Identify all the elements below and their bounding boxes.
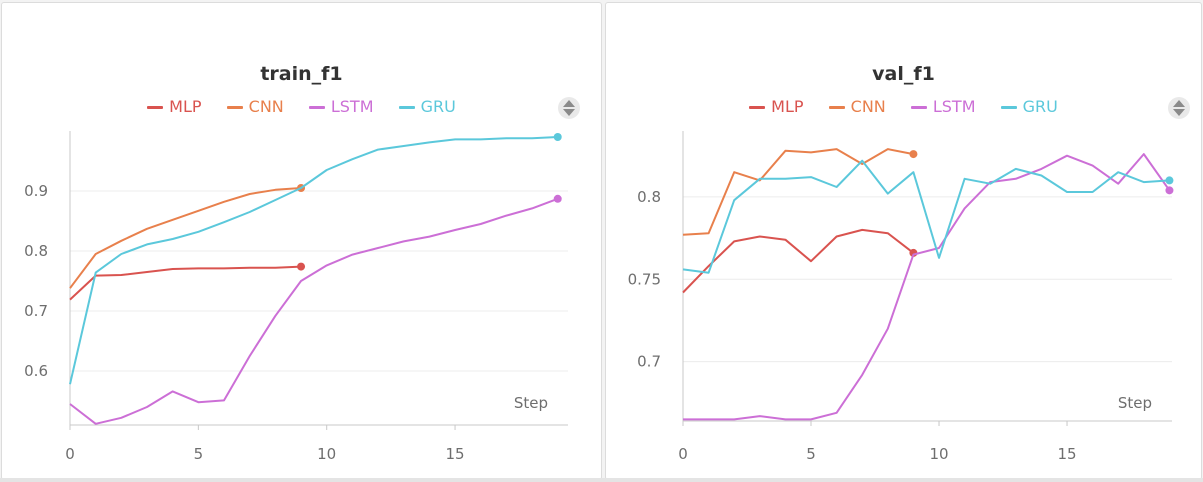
y-tick-label: 0.7 xyxy=(24,302,48,320)
x-tick-label: 5 xyxy=(194,445,204,463)
legend-label: CNN xyxy=(850,97,886,116)
caret-down-icon xyxy=(1173,109,1185,116)
legend-swatch xyxy=(147,106,164,109)
series-line-lstm xyxy=(69,197,559,425)
y-tick-label: 0.75 xyxy=(628,270,661,288)
legend-label: MLP xyxy=(771,97,804,116)
legend: MLP CNN LSTM GRU xyxy=(2,97,601,116)
series-endpoint-mlp xyxy=(297,262,306,271)
legend-swatch xyxy=(749,106,766,109)
val-f1-panel: val_f1 MLP CNN LSTM GRU 0.7 0.75 0.8 0 5 10 15… xyxy=(605,2,1202,480)
legend-swatch xyxy=(828,106,845,109)
series-endpoint-gru xyxy=(1165,176,1174,185)
legend-label: GRU xyxy=(420,97,456,116)
series-line-cnn xyxy=(69,187,302,289)
train-f1-plot: 0.6 0.7 0.8 0.9 0 5 10 15 Step xyxy=(24,131,568,463)
x-axis-label: Step xyxy=(514,394,548,412)
series-line-mlp xyxy=(69,265,302,301)
series-line-cnn xyxy=(682,148,914,236)
legend-label: LSTM xyxy=(330,97,374,116)
legend-item-lstm[interactable]: LSTM xyxy=(308,97,374,116)
series-line-gru xyxy=(69,136,558,385)
series-line-mlp xyxy=(682,228,915,294)
legend-swatch xyxy=(226,106,243,109)
chart-title: val_f1 xyxy=(872,63,935,85)
caret-down-icon xyxy=(563,109,575,116)
legend-item-lstm[interactable]: LSTM xyxy=(910,97,976,116)
x-tick-label: 15 xyxy=(446,445,465,463)
y-tick-label: 0.9 xyxy=(24,182,48,200)
x-tick-label: 15 xyxy=(1057,445,1076,463)
legend-item-mlp[interactable]: MLP xyxy=(749,97,804,116)
series-line-gru xyxy=(682,159,1170,274)
legend-swatch xyxy=(308,106,325,109)
legend-item-gru[interactable]: GRU xyxy=(398,97,456,116)
legend-scroll-button[interactable] xyxy=(1168,97,1190,119)
val-f1-plot: 0.7 0.75 0.8 0 5 10 15 Step xyxy=(628,131,1174,463)
legend-swatch xyxy=(1000,106,1017,109)
series-endpoint-gru xyxy=(553,133,562,141)
legend-scroll-button[interactable] xyxy=(558,97,580,119)
series-endpoint-lstm xyxy=(553,194,562,203)
x-axis-label: Step xyxy=(1118,394,1152,412)
y-tick-label: 0.7 xyxy=(637,353,661,371)
x-tick-label: 0 xyxy=(678,445,688,463)
legend-label: CNN xyxy=(248,97,284,116)
x-tick-label: 10 xyxy=(929,445,948,463)
caret-up-icon xyxy=(563,100,575,107)
legend-item-mlp[interactable]: MLP xyxy=(147,97,202,116)
series-line-lstm xyxy=(683,153,1171,421)
y-tick-label: 0.8 xyxy=(24,242,48,260)
series-endpoint-cnn xyxy=(909,150,918,159)
x-tick-label: 0 xyxy=(65,445,75,463)
x-tick-label: 5 xyxy=(806,445,816,463)
x-tick-label: 10 xyxy=(317,445,336,463)
caret-up-icon xyxy=(1173,100,1185,107)
legend-swatch xyxy=(910,106,927,109)
y-tick-label: 0.6 xyxy=(24,362,48,380)
legend: MLP CNN LSTM GRU xyxy=(606,97,1201,116)
bottom-strip xyxy=(0,478,1203,482)
legend-item-gru[interactable]: GRU xyxy=(1000,97,1058,116)
legend-label: LSTM xyxy=(932,97,976,116)
legend-item-cnn[interactable]: CNN xyxy=(828,97,886,116)
legend-label: MLP xyxy=(169,97,202,116)
legend-swatch xyxy=(398,106,415,109)
legend-item-cnn[interactable]: CNN xyxy=(226,97,284,116)
legend-label: GRU xyxy=(1022,97,1058,116)
train-f1-panel: train_f1 MLP CNN LSTM GRU 0.6 0.7 0.8 0.9 0 5… xyxy=(1,2,602,480)
y-tick-label: 0.8 xyxy=(637,188,661,206)
chart-title: train_f1 xyxy=(260,63,343,85)
series-endpoint-lstm xyxy=(1165,186,1174,195)
